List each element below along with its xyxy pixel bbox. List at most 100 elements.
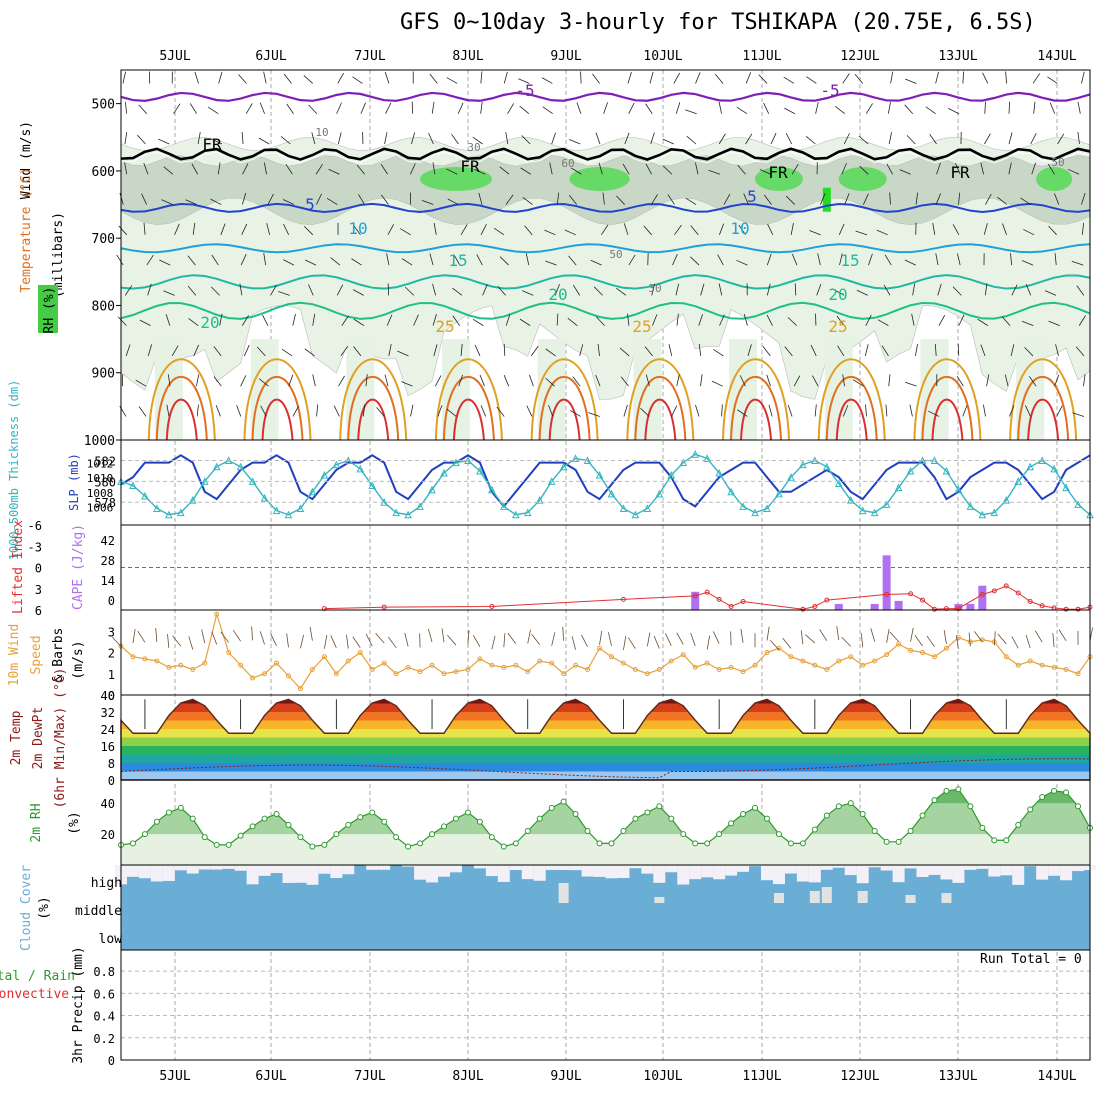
rh-point <box>464 809 471 816</box>
day-label-top: 12JUL <box>840 49 879 64</box>
wind-barb <box>877 319 889 326</box>
cape-tick: 0 <box>108 594 115 608</box>
wind-barb <box>1032 73 1041 84</box>
cloud-high-gap <box>761 865 773 881</box>
wind-barb <box>649 71 654 84</box>
wind-speed-point <box>752 662 758 668</box>
wind-barb <box>736 259 748 266</box>
rh-label: RH (%) <box>42 287 57 334</box>
wind-barb <box>595 132 601 145</box>
wind-barb <box>1054 193 1060 205</box>
rh-point <box>596 840 603 847</box>
cloud-middle-gap <box>941 893 952 903</box>
wind-barb <box>685 109 697 115</box>
day-label-top: 10JUL <box>643 49 682 64</box>
rh-point <box>979 824 986 831</box>
wind-barb <box>859 165 869 175</box>
wind-barb <box>544 229 556 236</box>
wind-barb <box>242 192 247 205</box>
cloud-high-gap <box>449 865 462 873</box>
wind-speed-point <box>597 645 603 651</box>
wind-barb <box>600 224 609 236</box>
wind-barb <box>787 404 793 417</box>
rh-point <box>141 831 148 838</box>
surface-wind-barb <box>943 630 947 645</box>
wind-speed-point <box>441 671 447 677</box>
wind-speed-point <box>250 675 256 681</box>
wind-barb <box>842 374 845 387</box>
thickness-point <box>607 489 616 498</box>
wind-barb <box>758 74 768 84</box>
wind-barb <box>883 284 891 296</box>
surface-wind-barb <box>270 633 277 647</box>
run-total-label: Run Total = 0 <box>980 952 1082 967</box>
wind-barb <box>1081 71 1085 84</box>
wind-barb <box>836 315 845 326</box>
cape-tick: 28 <box>101 554 115 568</box>
wind-barb <box>428 132 434 145</box>
wind-barb <box>263 71 267 84</box>
cloud-high-gap <box>1072 865 1085 872</box>
wind-barb <box>353 318 365 326</box>
wind-barb <box>622 163 630 175</box>
wind-barb <box>929 133 937 145</box>
wind-barb <box>341 315 349 326</box>
lifted-point <box>381 604 387 610</box>
cloud-high-gap <box>1024 865 1037 867</box>
wind-barb <box>723 193 731 205</box>
wind-barb <box>262 314 269 326</box>
wind-barb <box>673 72 681 84</box>
isotherm-35 <box>452 398 485 441</box>
wind-barb <box>365 374 368 387</box>
wind-barb <box>124 162 128 175</box>
isotherm-30 <box>825 376 878 441</box>
cloud-middle-gap <box>821 887 832 903</box>
wind-barb <box>711 380 723 387</box>
rh2m-unit-label: (%) <box>67 811 82 834</box>
wind-barb <box>240 375 247 387</box>
surface-wind-barb <box>889 631 899 642</box>
lifted-point <box>704 589 710 595</box>
cloud-high-gap <box>784 865 797 874</box>
wind-barb <box>312 374 316 387</box>
cloud-high-gap <box>1048 865 1061 876</box>
contour-label: 25 <box>828 317 847 336</box>
surface-wind-barb <box>491 635 496 650</box>
wind-barb <box>1057 133 1065 145</box>
wind-barb <box>167 374 171 387</box>
wind-barb <box>166 404 170 417</box>
wind-barb <box>838 223 845 235</box>
wind-speed-point <box>824 667 830 672</box>
surface-wind-barb <box>836 626 840 641</box>
wind-barb <box>597 343 600 356</box>
wind-barb <box>308 284 314 296</box>
wind-barb <box>143 222 146 235</box>
isotherm-25 <box>147 358 216 441</box>
temp-tick: 8 <box>108 757 115 771</box>
thickness-axis-label: 1000-500mb Thickness (dm) <box>7 380 21 561</box>
wind-barb <box>1009 405 1015 417</box>
wind-barb <box>304 348 315 357</box>
thickness-point <box>320 470 329 479</box>
wind-barb <box>519 318 531 326</box>
wind-barb <box>698 314 704 326</box>
day-label-bottom: 11JUL <box>742 1069 781 1084</box>
wind-barb <box>124 285 133 296</box>
wind-barb <box>766 314 773 326</box>
wind-speed-point <box>704 660 710 666</box>
wind-barb <box>885 404 888 417</box>
contour-label: FR <box>950 163 970 182</box>
thickness-point <box>129 481 137 490</box>
surface-wind-barb <box>766 626 770 641</box>
wind-barb <box>384 132 388 145</box>
wind-barb <box>745 72 752 84</box>
wind-speed-point <box>1075 671 1081 677</box>
wind-barb <box>1002 223 1007 235</box>
wind-barb <box>865 103 873 114</box>
rh-point <box>835 803 842 810</box>
lifted-tick: 6 <box>35 604 42 618</box>
thickness-point <box>691 450 700 458</box>
wind-speed-point <box>525 669 531 675</box>
cloud-high-gap <box>904 865 917 869</box>
wind-barb <box>768 404 773 417</box>
